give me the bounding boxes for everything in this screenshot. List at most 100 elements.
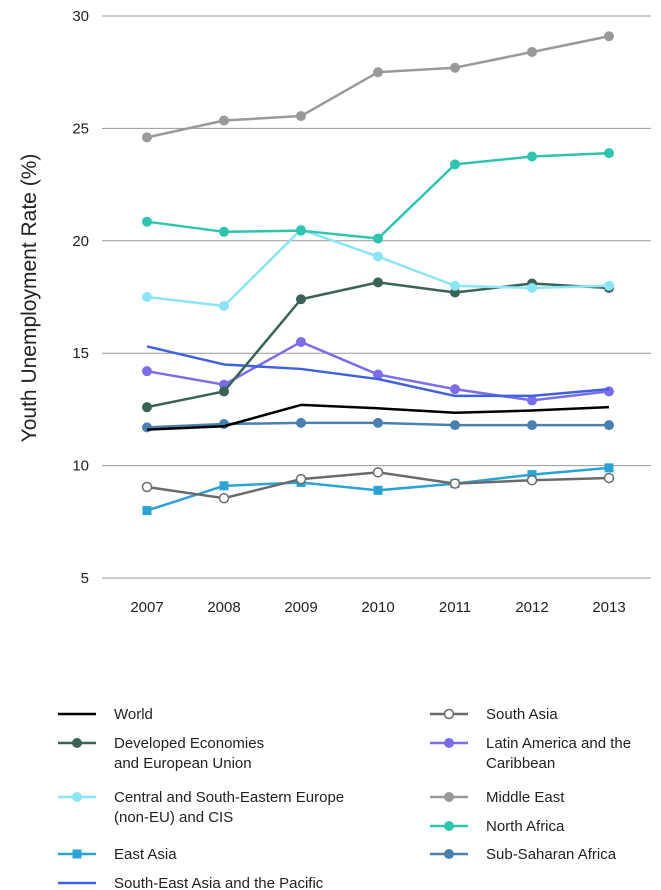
data-point-marker [444, 849, 454, 859]
legend-item: Sub-Saharan Africa [430, 846, 617, 863]
data-point-marker [450, 280, 460, 291]
data-point-marker [373, 485, 383, 495]
legend-label: South-East Asia and the Pacific [114, 875, 324, 890]
data-point-marker [527, 283, 537, 294]
data-point-marker [450, 62, 460, 73]
data-point-marker [604, 31, 614, 42]
data-point-marker [450, 384, 460, 395]
y-tick-label: 10 [72, 458, 89, 475]
series-5 [141, 467, 615, 504]
data-point-marker [296, 111, 306, 122]
data-point-marker [142, 402, 152, 413]
data-point-marker [142, 506, 152, 516]
data-point-marker [604, 463, 614, 473]
data-point-marker [604, 420, 614, 431]
data-point-marker [444, 738, 454, 748]
series-line [146, 403, 610, 431]
data-point-marker [72, 738, 82, 748]
data-point-marker [72, 792, 82, 802]
series-1 [142, 277, 614, 413]
legend-label: Caribbean [486, 755, 555, 772]
y-tick-label: 20 [72, 233, 89, 250]
legend-label: South Asia [486, 706, 558, 723]
y-axis-label: Youth Unemployment Rate (%) [18, 154, 41, 443]
legend-item: Middle East [430, 789, 565, 806]
legend-label: and European Union [114, 755, 252, 772]
legend-item: Latin America and the Caribbean [430, 735, 631, 772]
data-point-marker [219, 300, 229, 311]
data-point-marker [444, 792, 454, 802]
data-point-marker [296, 225, 306, 236]
data-point-marker [373, 233, 383, 244]
x-tick-label: 2007 [130, 599, 163, 616]
data-point-marker [296, 294, 306, 305]
x-axis-ticks: 2007 2008 2009 2010 2011 2012 2013 [130, 599, 625, 616]
legend-label: Central and South-Eastern Europe [114, 789, 344, 806]
legend-item: South Asia [430, 706, 558, 723]
data-point-marker [219, 386, 229, 397]
y-axis-ticks: 5 10 15 20 25 30 [72, 8, 89, 587]
data-point-marker [527, 46, 537, 57]
data-point-marker [527, 420, 537, 431]
y-tick-label: 15 [72, 345, 89, 362]
legend-label: Latin America and the [486, 735, 631, 752]
data-point-marker [142, 292, 152, 302]
x-tick-label: 2010 [361, 599, 394, 616]
y-tick-label: 30 [72, 8, 89, 25]
data-point-marker [373, 251, 383, 262]
data-point-marker [450, 159, 460, 170]
data-point-marker [443, 708, 455, 720]
data-point-marker [604, 280, 614, 291]
data-point-marker [141, 481, 153, 493]
legend-label: Middle East [486, 789, 565, 806]
data-point-marker [296, 336, 306, 347]
data-point-marker [142, 366, 152, 377]
x-tick-label: 2012 [515, 599, 548, 616]
legend-item: North Africa [430, 818, 565, 835]
legend-label: North Africa [486, 818, 565, 835]
series-2 [142, 224, 614, 311]
data-point-marker [604, 148, 614, 159]
legend-item: World [58, 706, 153, 723]
series-line [146, 345, 610, 398]
data-point-marker [219, 115, 229, 126]
x-tick-label: 2013 [592, 599, 625, 616]
series-9 [142, 417, 614, 433]
legend-label: Developed Economies [114, 735, 264, 752]
legend-item: East Asia [58, 846, 177, 863]
series-7 [142, 31, 614, 143]
legend-label: Sub-Saharan Africa [486, 846, 617, 863]
data-point-marker [372, 467, 384, 478]
data-point-marker [295, 473, 307, 485]
data-point-marker [219, 226, 229, 237]
data-point-marker [450, 420, 460, 431]
legend-item: South-East Asia and the Pacific [58, 875, 324, 890]
data-point-marker [142, 132, 152, 143]
data-point-marker [527, 151, 537, 162]
legend-item: Central and South-Eastern Europe (non-EU)… [58, 789, 344, 826]
data-point-marker [526, 474, 538, 486]
data-point-marker [373, 417, 383, 428]
data-point-marker [449, 478, 461, 489]
data-point-marker [72, 849, 82, 859]
series-line [146, 151, 610, 240]
series-line [146, 35, 610, 139]
x-tick-label: 2011 [439, 599, 471, 616]
data-point-marker [219, 481, 229, 491]
legend-label: East Asia [114, 846, 177, 863]
series-8 [142, 148, 614, 244]
y-tick-label: 25 [72, 120, 89, 137]
series-layer [141, 31, 615, 516]
legend-label: (non-EU) and CIS [114, 809, 233, 826]
series-4 [146, 345, 610, 398]
x-tick-label: 2008 [207, 599, 240, 616]
legend-item: Developed Economies and European Union [58, 735, 264, 772]
data-point-marker [603, 472, 615, 484]
legend: World Developed Economies and European Uni… [58, 706, 631, 890]
data-point-marker [527, 470, 537, 480]
data-point-marker [296, 417, 306, 428]
data-point-marker [218, 492, 230, 504]
data-point-marker [527, 395, 537, 406]
data-point-marker [142, 216, 152, 227]
